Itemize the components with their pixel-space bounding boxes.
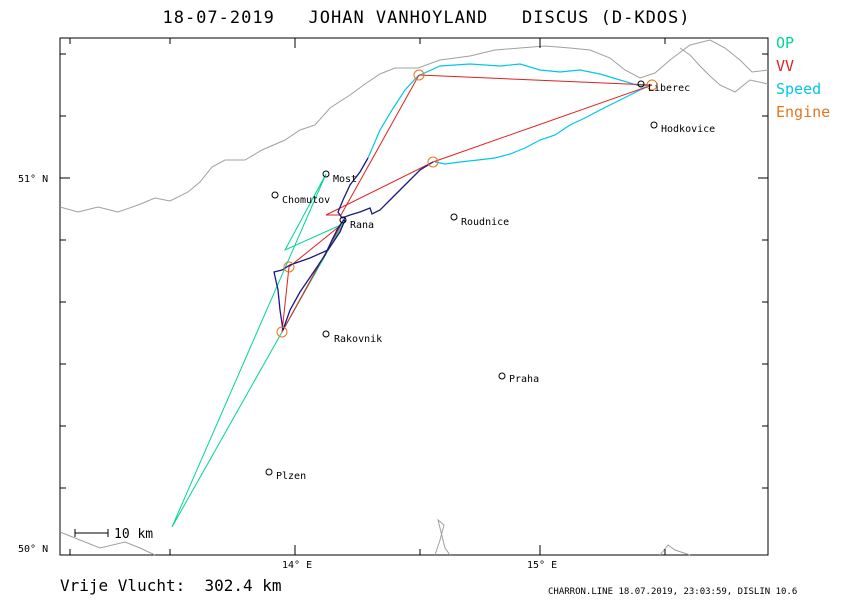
border-line-4	[434, 518, 451, 556]
legend-speed: Speed	[776, 80, 822, 98]
flight-track-2	[273, 217, 346, 331]
footer-info: CHARRON.LINE 18.07.2019, 23:03:59, DISLI…	[548, 587, 798, 597]
op-track	[171, 173, 345, 528]
border-line-2	[679, 47, 769, 93]
turnpoints	[276, 69, 658, 338]
town-hodkovice: Hodkovice	[661, 124, 715, 135]
town-roudnice: Roudnice	[461, 217, 509, 228]
vv-leg	[281, 224, 342, 333]
axis-ticks	[60, 38, 768, 555]
flight-track	[337, 157, 434, 219]
lat-label-51: 51° N	[18, 174, 48, 185]
map-frame	[59, 37, 769, 556]
border-line-3	[59, 531, 156, 556]
lat-label-50: 50° N	[18, 544, 48, 555]
town-plzen: Plzen	[276, 471, 306, 482]
town-markers	[265, 80, 658, 476]
distance-label: Vrije Vlucht: 302.4 km	[60, 576, 282, 595]
speed-track	[367, 63, 653, 165]
legend-op: OP	[776, 34, 795, 52]
town-rana: Rana	[350, 220, 374, 231]
town-liberec: Liberec	[648, 83, 690, 94]
legend-vv: VV	[776, 57, 795, 75]
town-praha: Praha	[509, 374, 539, 385]
lon-label-15: 15° E	[527, 560, 557, 571]
vv-triangle	[325, 74, 653, 216]
town-most: Most	[333, 174, 357, 185]
town-chomutov: Chomutov	[282, 195, 330, 206]
scale-bar	[74, 529, 109, 537]
legend-engine: Engine	[776, 103, 831, 121]
lon-label-14: 14° E	[282, 560, 312, 571]
scale-bar-label: 10 km	[114, 527, 153, 542]
border-line-5	[659, 544, 691, 556]
border-line	[59, 39, 769, 213]
town-rakovnik: Rakovnik	[334, 334, 382, 345]
page-title: 18-07-2019 JOHAN VANHOYLAND DISCUS (D-KD…	[162, 8, 691, 28]
